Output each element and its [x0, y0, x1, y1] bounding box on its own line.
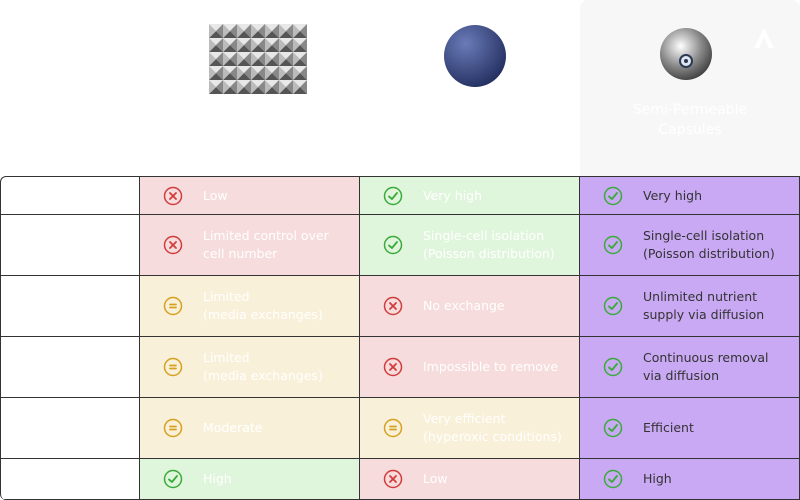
cell-text: Impossible to remove	[423, 359, 559, 374]
status-icon	[163, 469, 183, 489]
status-icon	[383, 296, 403, 316]
cell-text: High	[203, 471, 232, 486]
table-cell: Low	[360, 459, 580, 500]
table-cell: Single-cell isolation (Poisson distribut…	[580, 215, 800, 276]
cell-text: Very efficient (hyperoxic conditions)	[423, 411, 562, 444]
cell-text: Low	[423, 471, 448, 486]
status-icon	[163, 357, 183, 377]
table-cell: Limited (media exchanges)	[140, 337, 360, 398]
cell-text: Efficient	[643, 420, 694, 435]
table-cell: Very high	[580, 177, 800, 215]
comparison-table: Low Very high Very high Limited control ove…	[0, 176, 800, 500]
capsule-title: Semi-Permeable Capsules	[632, 102, 748, 138]
cell-text: Single-cell isolation (Poisson distribut…	[423, 228, 555, 261]
cell-text: High	[643, 471, 672, 486]
cell-text: Unlimited nutrient supply via diffusion	[643, 289, 765, 322]
table-cell: Very high	[360, 177, 580, 215]
cell-text: Limited control over cell number	[203, 228, 329, 261]
status-icon	[603, 235, 623, 255]
bead-icon	[444, 25, 506, 87]
status-icon	[163, 296, 183, 316]
status-icon	[603, 469, 623, 489]
table-cell: Very efficient (hyperoxic conditions)	[360, 398, 580, 459]
cell-text: Continuous removal via diffusion	[643, 350, 769, 383]
status-icon	[163, 418, 183, 438]
table-cell: Single-cell isolation (Poisson distribut…	[360, 215, 580, 276]
status-icon	[383, 418, 403, 438]
cell-text: Limited (media exchanges)	[203, 289, 323, 322]
row-label-cell	[1, 177, 140, 215]
table-cell: Impossible to remove	[360, 337, 580, 398]
row-label-cell	[1, 276, 140, 337]
table-cell: High	[140, 459, 360, 500]
status-icon	[163, 235, 183, 255]
cell-text: Limited (media exchanges)	[203, 350, 323, 383]
table-cell: Unlimited nutrient supply via diffusion	[580, 276, 800, 337]
row-label-cell	[1, 459, 140, 500]
status-icon	[163, 186, 183, 205]
table-cell: Efficient	[580, 398, 800, 459]
table-cell: Moderate	[140, 398, 360, 459]
cell-text: Very high	[423, 187, 483, 203]
status-icon	[383, 357, 403, 377]
table-cell: High	[580, 459, 800, 500]
table-cell: Low	[140, 177, 360, 215]
table-cell: Limited control over cell number	[140, 215, 360, 276]
cell-text: Very high	[643, 187, 703, 203]
status-icon	[383, 186, 403, 205]
status-icon	[603, 418, 623, 438]
cell-text: Moderate	[203, 420, 263, 435]
row-label-cell	[1, 337, 140, 398]
status-icon	[603, 296, 623, 316]
status-icon	[383, 235, 403, 255]
capsule-icon	[660, 28, 712, 80]
status-icon	[603, 357, 623, 377]
grid-icon	[209, 24, 307, 94]
table-cell: Continuous removal via diffusion	[580, 337, 800, 398]
cell-text: Single-cell isolation (Poisson distribut…	[643, 228, 775, 261]
cell-text: No exchange	[423, 298, 505, 313]
row-label-cell	[1, 215, 140, 276]
cell-text: Low	[203, 187, 228, 203]
status-icon	[383, 469, 403, 489]
logo	[754, 28, 774, 48]
table-cell: Limited (media exchanges)	[140, 276, 360, 337]
row-label-cell	[1, 398, 140, 459]
status-icon	[603, 186, 623, 205]
table-cell: No exchange	[360, 276, 580, 337]
